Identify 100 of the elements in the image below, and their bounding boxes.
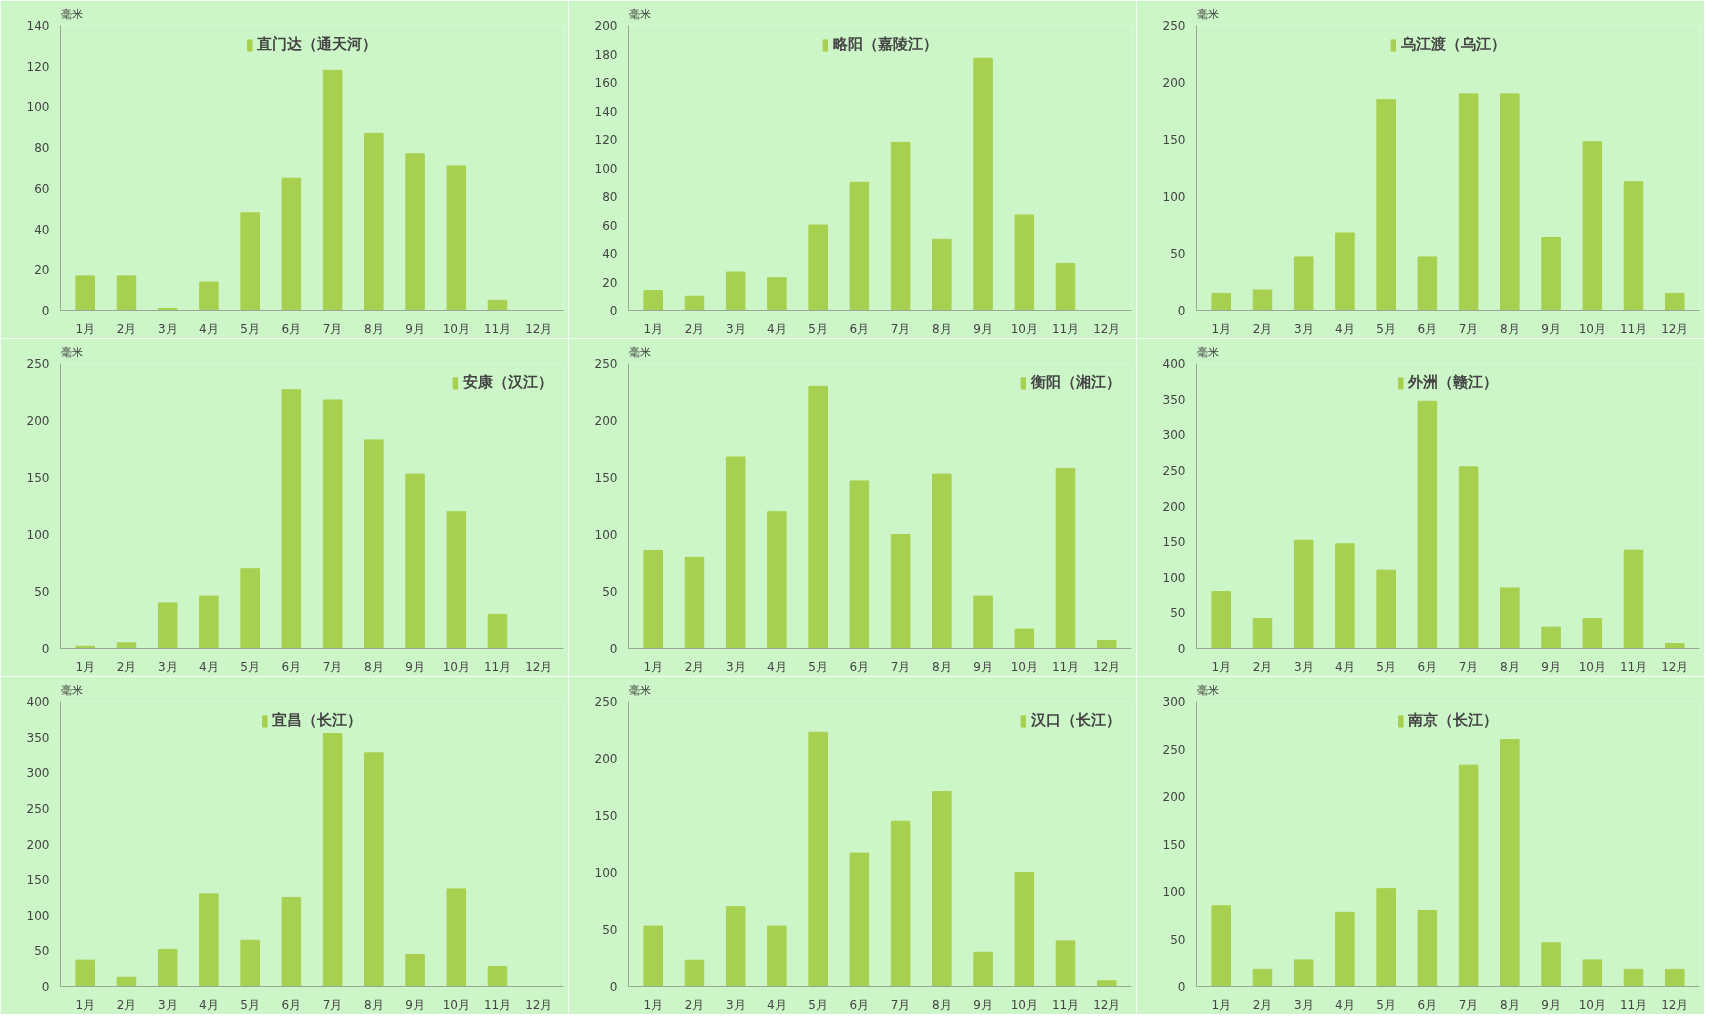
x-tick-label: 2月 bbox=[116, 997, 137, 1012]
y-axis-title: 毫米 bbox=[60, 345, 83, 359]
x-tick-label: 12月 bbox=[1661, 997, 1689, 1012]
x-tick-label: 6月 bbox=[281, 659, 302, 674]
x-tick-label: 9月 bbox=[973, 659, 993, 674]
legend-label: 略阳（嘉陵江） bbox=[832, 35, 938, 54]
x-tick-label: 1月 bbox=[643, 659, 664, 674]
x-tick-label: 8月 bbox=[364, 659, 384, 674]
y-tick-label: 140 bbox=[26, 19, 50, 33]
y-tick-label: 20 bbox=[34, 263, 50, 278]
y-tick-label: 300 bbox=[1162, 695, 1186, 709]
y-tick-label: 200 bbox=[594, 752, 618, 766]
y-axis-title: 毫米 bbox=[60, 7, 83, 21]
x-tick-label: 11月 bbox=[483, 321, 512, 336]
y-tick-label: 0 bbox=[41, 642, 50, 656]
y-tick-label: 150 bbox=[1162, 535, 1186, 550]
y-tick-label: 80 bbox=[34, 141, 50, 156]
x-tick-label: 3月 bbox=[157, 997, 178, 1012]
x-tick-label: 2月 bbox=[684, 997, 705, 1012]
x-tick-label: 11月 bbox=[1051, 997, 1080, 1012]
x-tick-label: 7月 bbox=[1458, 997, 1479, 1012]
y-tick-label: 250 bbox=[26, 801, 50, 816]
x-tick-label: 2月 bbox=[1252, 997, 1273, 1012]
x-tick-label: 10月 bbox=[1010, 659, 1038, 674]
x-tick-label: 5月 bbox=[1376, 321, 1396, 336]
y-tick-label: 350 bbox=[1162, 392, 1186, 407]
x-tick-label: 4月 bbox=[1335, 659, 1355, 674]
x-tick-label: 6月 bbox=[1417, 659, 1438, 674]
y-tick-label: 100 bbox=[594, 528, 618, 542]
x-tick-label: 3月 bbox=[157, 321, 178, 336]
x-tick-label: 8月 bbox=[364, 321, 384, 336]
x-tick-label: 4月 bbox=[1335, 997, 1355, 1012]
x-tick-label: 1月 bbox=[75, 321, 96, 336]
x-tick-label: 12月 bbox=[525, 659, 553, 674]
x-tick-label: 1月 bbox=[1211, 997, 1232, 1012]
y-axis-title: 毫米 bbox=[1196, 7, 1219, 21]
x-tick-label: 5月 bbox=[240, 659, 260, 674]
x-tick-label: 9月 bbox=[1541, 997, 1561, 1012]
x-tick-label: 9月 bbox=[405, 659, 425, 674]
y-axis-title: 毫米 bbox=[628, 683, 651, 697]
x-tick-label: 7月 bbox=[322, 997, 343, 1012]
x-tick-label: 2月 bbox=[1252, 659, 1273, 674]
y-tick-label: 50 bbox=[1170, 932, 1186, 947]
legend-label: 汉口（长江） bbox=[1031, 711, 1121, 730]
x-tick-label: 11月 bbox=[1619, 997, 1648, 1012]
x-tick-label: 10月 bbox=[442, 997, 470, 1012]
x-tick-label: 11月 bbox=[483, 659, 512, 674]
y-tick-label: 60 bbox=[34, 181, 50, 196]
x-tick-label: 6月 bbox=[849, 321, 870, 336]
x-tick-label: 12月 bbox=[1661, 659, 1689, 674]
y-tick-label: 100 bbox=[1162, 885, 1186, 899]
y-tick-label: 50 bbox=[602, 585, 618, 599]
y-tick-label: 0 bbox=[1177, 642, 1186, 656]
x-tick-label: 1月 bbox=[643, 321, 664, 336]
y-tick-label: 400 bbox=[26, 695, 50, 709]
y-tick-label: 80 bbox=[602, 190, 618, 204]
x-tick-label: 9月 bbox=[1541, 659, 1561, 674]
y-tick-label: 0 bbox=[609, 980, 618, 994]
x-tick-label: 10月 bbox=[1578, 659, 1606, 674]
y-tick-label: 50 bbox=[602, 923, 618, 937]
x-tick-label: 3月 bbox=[157, 659, 178, 674]
x-tick-label: 10月 bbox=[1010, 321, 1038, 336]
x-tick-label: 1月 bbox=[1211, 321, 1232, 336]
y-tick-label: 250 bbox=[594, 357, 618, 371]
x-tick-label: 2月 bbox=[116, 659, 137, 674]
y-tick-label: 40 bbox=[34, 222, 50, 237]
x-tick-label: 10月 bbox=[1578, 997, 1606, 1012]
x-tick-label: 1月 bbox=[75, 997, 96, 1012]
y-tick-label: 100 bbox=[1162, 570, 1186, 585]
y-tick-label: 100 bbox=[594, 161, 618, 176]
y-tick-label: 0 bbox=[609, 304, 618, 318]
y-tick-label: 300 bbox=[26, 766, 50, 781]
y-tick-label: 200 bbox=[1162, 499, 1186, 514]
y-tick-label: 120 bbox=[26, 59, 50, 74]
x-tick-label: 11月 bbox=[1619, 321, 1648, 336]
x-tick-label: 7月 bbox=[890, 659, 911, 674]
y-tick-label: 300 bbox=[1162, 428, 1186, 443]
x-tick-label: 4月 bbox=[767, 997, 787, 1012]
y-tick-label: 100 bbox=[26, 528, 50, 542]
x-tick-label: 9月 bbox=[405, 997, 425, 1012]
x-tick-label: 4月 bbox=[767, 659, 787, 674]
x-tick-label: 7月 bbox=[890, 997, 911, 1012]
y-tick-label: 250 bbox=[26, 357, 50, 371]
y-axis-title: 毫米 bbox=[60, 683, 83, 697]
x-tick-label: 10月 bbox=[1578, 321, 1606, 336]
x-tick-label: 1月 bbox=[75, 659, 96, 674]
x-tick-label: 5月 bbox=[240, 321, 260, 336]
y-tick-label: 0 bbox=[609, 642, 618, 656]
y-tick-label: 150 bbox=[594, 471, 618, 485]
x-tick-label: 6月 bbox=[281, 321, 302, 336]
x-tick-label: 3月 bbox=[1293, 321, 1314, 336]
y-tick-label: 250 bbox=[1162, 19, 1186, 33]
x-tick-label: 4月 bbox=[1335, 321, 1355, 336]
x-tick-label: 5月 bbox=[1376, 659, 1396, 674]
y-tick-label: 250 bbox=[1162, 742, 1186, 757]
y-tick-label: 100 bbox=[26, 100, 50, 115]
x-tick-label: 7月 bbox=[1458, 321, 1479, 336]
x-tick-label: 8月 bbox=[364, 997, 384, 1012]
x-tick-label: 4月 bbox=[199, 659, 219, 674]
x-tick-label: 3月 bbox=[1293, 997, 1314, 1012]
